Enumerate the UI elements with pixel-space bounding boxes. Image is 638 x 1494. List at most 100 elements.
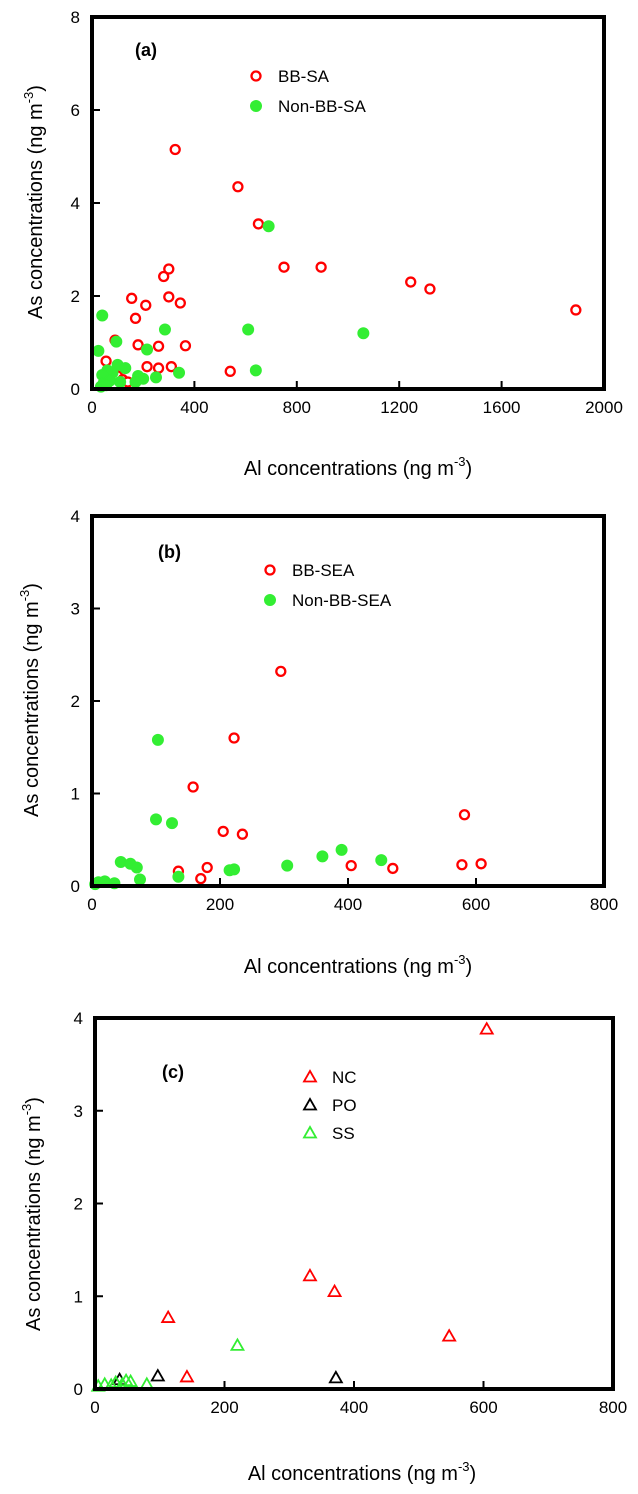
chart-b-point-non-bb-sea	[130, 861, 143, 874]
chart-a-x-tick-label: 1600	[483, 398, 521, 417]
chart-b-legend-label-non-bb-sea: Non-BB-SEA	[292, 591, 392, 610]
chart-b-x-tick-label: 0	[87, 895, 96, 914]
chart-c-point-nc	[302, 1268, 318, 1282]
chart-a-x-tick-label: 2000	[585, 398, 623, 417]
chart-a-point-bb-sa	[315, 261, 327, 273]
chart-c-point-ss	[229, 1337, 246, 1351]
chart-b-y-tick-label: 1	[71, 785, 80, 804]
chart-c-y-tick-label: 2	[74, 1195, 83, 1214]
chart-c-panel-label: (c)	[162, 1062, 184, 1082]
chart-b-x-tick-label: 600	[462, 895, 490, 914]
chart-c-legend-label-po: PO	[332, 1096, 357, 1115]
chart-a-point-non-bb-sa	[249, 364, 262, 377]
chart-b-point-bb-sea	[228, 732, 240, 744]
chart-b-point-bb-sea	[201, 861, 213, 874]
chart-b-legend: BB-SEA Non-BB-SEA	[264, 561, 392, 610]
chart-a-point-non-bb-sa	[150, 371, 162, 384]
chart-a-y-tick-label: 2	[71, 287, 80, 306]
chart-b-x-axis-title: Al concentrations (ng m-3)	[244, 952, 472, 978]
chart-b-point-bb-sea	[217, 825, 229, 838]
chart-a-point-bb-sa	[129, 312, 142, 324]
chart-a-point-bb-sa	[232, 181, 244, 193]
chart-b-point-bb-sea	[458, 809, 471, 821]
chart-a-point-non-bb-sa	[173, 366, 186, 379]
chart-b-y-tick-label: 3	[71, 600, 80, 619]
chart-a-point-non-bb-sa	[141, 343, 154, 356]
chart-c-marks	[90, 1021, 495, 1392]
chart-b-point-non-bb-sea	[150, 813, 162, 826]
chart-a-point-bb-sa	[140, 299, 152, 311]
chart-a-point-non-bb-sa	[129, 376, 142, 389]
chart-a-point-bb-sa	[126, 292, 138, 304]
chart-c-x-tick-label: 600	[469, 1398, 497, 1417]
chart-a-legend: BB-SA Non-BB-SA	[250, 67, 367, 116]
chart-a-y-tick-label: 8	[71, 8, 80, 27]
chart-c-legend-marker-nc	[302, 1069, 318, 1083]
chart-a-point-non-bb-sa	[262, 220, 275, 233]
chart-a-point-non-bb-sa	[114, 376, 127, 389]
chart-b-point-non-bb-sea	[316, 850, 329, 863]
chart-b-point-non-bb-sea	[172, 870, 185, 883]
chart-a-point-non-bb-sa	[110, 335, 123, 348]
chart-c-point-nc	[441, 1328, 457, 1342]
chart-a-point-bb-sa	[163, 291, 175, 303]
chart-a-point-bb-sa	[252, 218, 265, 230]
chart-c-x-tick-label: 200	[210, 1398, 238, 1417]
chart-panel-c: 0 200 400 600 800 0 1 2 3 4 (c) NC PO SS Al concent…	[19, 1009, 627, 1485]
chart-a-point-non-bb-sa	[96, 309, 109, 322]
chart-b-point-bb-sea	[236, 828, 249, 840]
chart-b-x-tick-label: 400	[334, 895, 362, 914]
chart-b-legend-marker-bb-sea	[264, 564, 276, 576]
chart-b-y-tick-label: 4	[71, 507, 80, 526]
chart-c-point-nc	[179, 1369, 195, 1383]
chart-b-legend-label-bb-sea: BB-SEA	[292, 561, 355, 580]
chart-c-y-tick-label: 4	[74, 1009, 83, 1028]
chart-a-legend-label-bb-sa: BB-SA	[278, 67, 330, 86]
chart-b-point-bb-sea	[456, 859, 468, 871]
chart-a-point-bb-sa	[179, 340, 192, 352]
chart-a-y-tick-label: 4	[71, 194, 80, 213]
chart-c-y-axis-title: As concentrations (ng m-3)	[19, 1097, 45, 1331]
chart-a-x-tick-label: 0	[87, 398, 96, 417]
chart-b-point-non-bb-sea	[375, 854, 388, 867]
chart-a-ticks: 0 400 800 1200 1600 2000 0 2 4 6 8	[71, 8, 623, 417]
chart-a-point-non-bb-sa	[158, 323, 171, 336]
chart-a-x-tick-label: 1200	[380, 398, 418, 417]
chart-a-point-bb-sa	[152, 362, 165, 374]
chart-b-y-tick-label: 0	[71, 877, 80, 896]
chart-b-point-non-bb-sea	[114, 855, 127, 868]
chart-c-point-po	[328, 1370, 344, 1384]
chart-b-point-non-bb-sea	[134, 873, 146, 886]
chart-b-x-tick-label: 200	[206, 895, 234, 914]
chart-c-legend-marker-ss	[302, 1125, 318, 1139]
chart-a-point-bb-sa	[141, 361, 153, 373]
chart-a-x-tick-label: 800	[283, 398, 311, 417]
chart-c-point-nc	[160, 1309, 176, 1323]
chart-a-point-bb-sa	[169, 143, 181, 156]
chart-a-legend-marker-non-bb-sa	[250, 100, 262, 112]
chart-panel-a: 0 400 800 1200 1600 2000 0 2 4 6 8 (a) BB-SA Non-BB…	[21, 8, 623, 480]
chart-b-y-axis-title: As concentrations (ng m-3)	[17, 583, 43, 817]
chart-c-point-nc	[327, 1283, 343, 1298]
chart-c-ticks: 0 200 400 600 800 0 1 2 3 4	[74, 1009, 628, 1417]
chart-c-x-axis-title: Al concentrations (ng m-3)	[248, 1459, 476, 1485]
chart-b-point-non-bb-sea	[281, 859, 294, 872]
chart-a-x-axis-title: Al concentrations (ng m-3)	[244, 454, 472, 480]
chart-a-panel-label: (a)	[135, 40, 157, 60]
chart-b-point-non-bb-sea	[228, 863, 241, 876]
chart-c-legend-marker-po	[302, 1097, 318, 1111]
chart-b-point-bb-sea	[187, 781, 199, 793]
chart-b-x-tick-label: 800	[590, 895, 618, 914]
chart-a-point-bb-sa	[132, 339, 144, 351]
chart-a-point-bb-sa	[405, 276, 417, 288]
chart-a-x-tick-label: 400	[180, 398, 208, 417]
chart-c-x-tick-label: 400	[340, 1398, 368, 1417]
chart-a-point-bb-sa	[174, 297, 186, 309]
chart-b-point-non-bb-sea	[166, 817, 178, 830]
chart-a-point-bb-sa	[163, 263, 175, 275]
chart-c-y-tick-label: 3	[74, 1102, 83, 1121]
chart-a-point-non-bb-sa	[242, 323, 255, 336]
chart-a-point-bb-sa	[424, 283, 436, 295]
chart-c-legend-label-nc: NC	[332, 1068, 357, 1087]
chart-b-y-tick-label: 2	[71, 692, 80, 711]
